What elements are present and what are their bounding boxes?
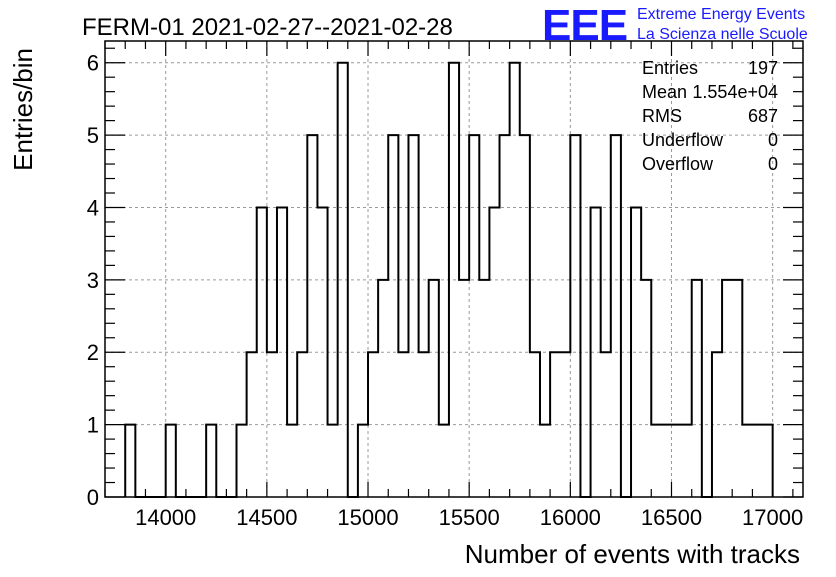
y-tick-label: 5: [87, 123, 99, 148]
y-tick-label: 0: [87, 485, 99, 510]
axis-ticks: [104, 41, 803, 498]
x-tick-label: 17000: [742, 505, 803, 530]
x-tick-label: 14500: [236, 505, 297, 530]
eee-logo-line1: Extreme Energy Events: [637, 6, 805, 23]
eee-logo: EEE Extreme Energy Events La Scienza nel…: [542, 1, 808, 50]
y-tick-label: 4: [87, 195, 99, 220]
grid: [105, 41, 803, 497]
x-tick-label: 16500: [641, 505, 702, 530]
stats-value: 1.554e+04: [692, 82, 778, 102]
tick-labels: 14000 14500 15000 15500 16000 16500 17000 0 1 2 3 4…: [87, 51, 803, 530]
x-tick-label: 15000: [337, 505, 398, 530]
stats-label: Mean: [642, 82, 687, 102]
stats-value: 197: [748, 58, 778, 78]
y-tick-label: 2: [87, 340, 99, 365]
stats-label: Overflow: [642, 154, 714, 174]
x-tick-label: 14000: [135, 505, 196, 530]
y-tick-label: 3: [87, 268, 99, 293]
stats-label: RMS: [642, 106, 682, 126]
chart-title: FERM-01 2021-02-27--2021-02-28: [82, 14, 453, 41]
stats-value: 687: [748, 106, 778, 126]
x-axis-label: Number of events with tracks: [465, 539, 800, 569]
y-axis-label: Entries/bin: [8, 48, 38, 171]
eee-logo-mark: EEE: [542, 1, 627, 50]
stats-value: 0: [768, 154, 778, 174]
y-tick-label: 6: [87, 51, 99, 76]
x-tick-label: 15500: [439, 505, 500, 530]
histogram-outline: [124, 61, 774, 498]
plot-frame: [104, 40, 804, 498]
stats-box: Entries 197 Mean 1.554e+04 RMS 687 Underflow 0 O…: [642, 58, 778, 174]
stats-label: Entries: [642, 58, 698, 78]
y-tick-label: 1: [87, 413, 99, 438]
stats-value: 0: [768, 130, 778, 150]
eee-logo-line2: La Scienza nelle Scuole: [637, 26, 808, 43]
x-tick-label: 16000: [540, 505, 601, 530]
stats-label: Underflow: [642, 130, 724, 150]
